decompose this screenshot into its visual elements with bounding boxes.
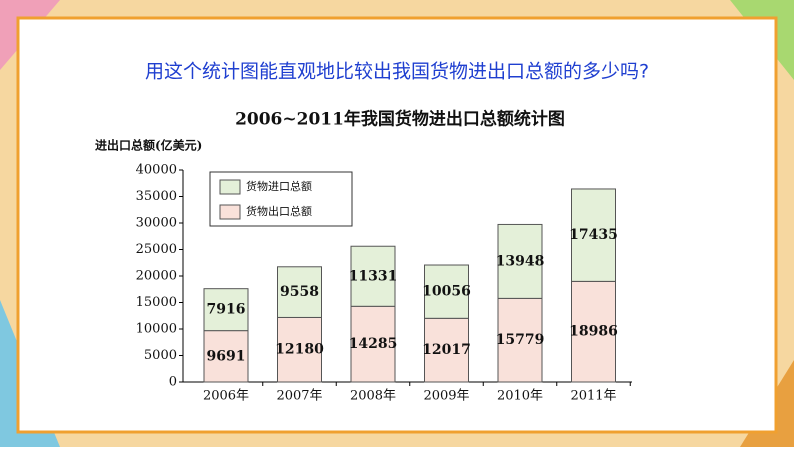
y-tick-label: 35000	[136, 189, 177, 204]
legend-label: 货物出口总额	[246, 204, 312, 218]
bar-segment	[497, 297, 543, 383]
value-label: 17435	[569, 227, 618, 243]
x-tick-label: 2008年	[350, 389, 396, 404]
y-tick-label: 30000	[136, 216, 177, 231]
bar-segment	[277, 266, 322, 318]
y-tick-label: 20000	[136, 269, 177, 284]
legend-swatch	[219, 179, 241, 195]
question: 用这个统计图能直观地比较出我国货物进出口总额的多少吗?	[145, 61, 649, 83]
x-tick-label: 2009年	[423, 389, 469, 404]
y-tick-label: 5000	[144, 348, 177, 363]
bar-segment	[203, 330, 249, 383]
value-label: 15779	[496, 332, 545, 348]
x-tick-label: 2011年	[570, 389, 616, 404]
legend-swatch	[219, 204, 241, 220]
y-axis-label: 进出口总额(亿美元)	[95, 138, 202, 153]
value-label: 11331	[349, 268, 398, 284]
bar-segment	[424, 317, 469, 383]
bar-segment	[203, 288, 249, 332]
value-label: 13948	[496, 253, 545, 269]
legend-label: 货物进口总额	[246, 179, 312, 193]
x-tick-label: 2007年	[276, 389, 322, 404]
value-label: 10056	[422, 284, 471, 300]
y-tick-label: 15000	[136, 295, 177, 310]
bar-segment	[571, 188, 616, 282]
x-tick-label: 2010年	[497, 389, 543, 404]
y-tick-label: 25000	[136, 242, 177, 257]
bar-segment	[571, 280, 616, 383]
value-label: 12180	[275, 342, 324, 358]
value-label: 12017	[422, 342, 471, 358]
x-tick-label: 2006年	[203, 389, 249, 404]
chart-title: 2006~2011年我国货物进出口总额统计图	[235, 109, 565, 130]
bar-segment	[350, 245, 396, 307]
value-label: 14285	[349, 336, 398, 352]
bar-segment	[497, 223, 543, 299]
value-label: 9691	[207, 348, 246, 364]
value-label: 9558	[280, 284, 319, 300]
value-label: 7916	[207, 302, 246, 318]
y-tick-label: 10000	[136, 322, 177, 337]
bar-segment	[424, 264, 469, 319]
bar-segment	[277, 316, 322, 383]
value-label: 18986	[569, 324, 618, 340]
content-frame	[16, 16, 778, 434]
y-tick-label: 40000	[136, 163, 177, 178]
y-tick-label: 0	[169, 375, 177, 390]
